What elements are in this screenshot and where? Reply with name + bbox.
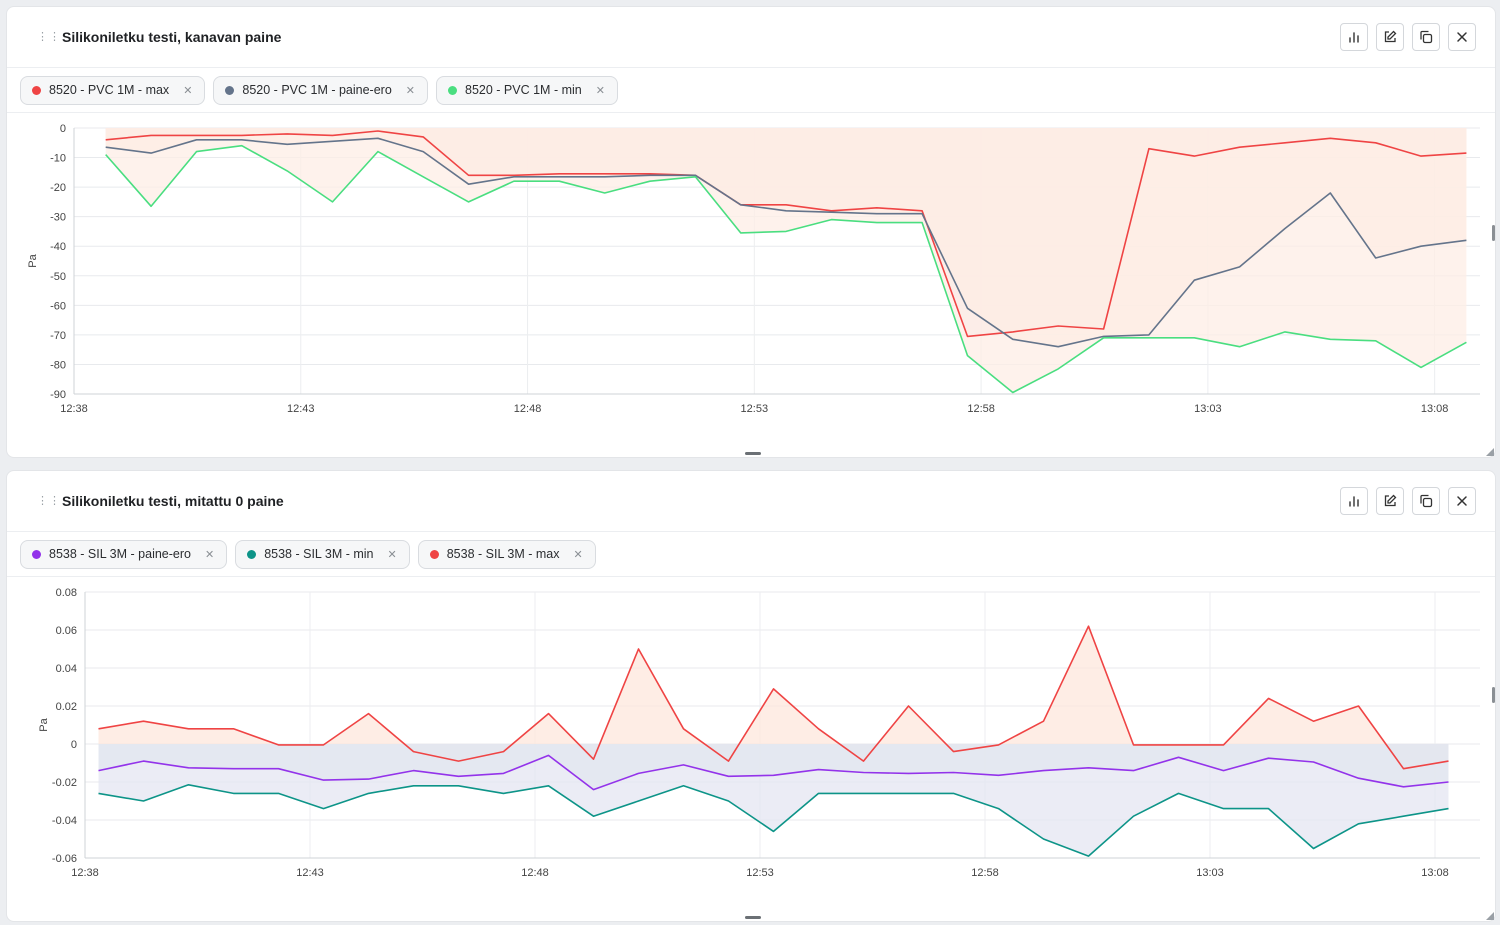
y-tick-label: -0.02	[52, 777, 77, 789]
x-tick-label: 12:48	[521, 867, 549, 879]
legend-label: 8538 - SIL 3M - min	[264, 547, 374, 561]
x-tick-label: 12:38	[60, 403, 88, 415]
edit-icon	[1384, 494, 1397, 507]
y-tick-label: 0.04	[56, 663, 77, 675]
legend-label: 8520 - PVC 1M - paine-ero	[242, 83, 392, 97]
bar-chart-icon	[1349, 32, 1359, 43]
x-tick-label: 12:48	[514, 403, 542, 415]
edit-button[interactable]	[1376, 23, 1404, 51]
y-tick-label: -0.04	[52, 815, 77, 827]
resize-handle[interactable]	[745, 916, 761, 919]
resize-corner-icon[interactable]	[1486, 912, 1494, 920]
y-tick-label: 0.06	[56, 625, 77, 637]
duplicate-button[interactable]	[1412, 23, 1440, 51]
remove-series-icon[interactable]: ✕	[573, 548, 583, 561]
remove-series-icon[interactable]: ✕	[204, 548, 215, 561]
close-button[interactable]	[1448, 23, 1476, 51]
panel-header: ⋮⋮ Silikoniletku testi, kanavan paine	[7, 7, 1495, 68]
panel-title: Silikoniletku testi, mitattu 0 paine	[62, 493, 284, 509]
series-area	[98, 744, 1449, 857]
x-tick-label: 12:58	[967, 403, 995, 415]
legend-chip[interactable]: 8538 - SIL 3M - min ✕	[235, 539, 410, 569]
y-tick-label: -80	[50, 359, 66, 371]
x-tick-label: 12:53	[746, 867, 774, 879]
y-tick-label: 0.02	[56, 701, 77, 713]
y-tick-label: -20	[50, 182, 66, 194]
legend-bar: 8538 - SIL 3M - paine-ero ✕ 8538 - SIL 3…	[7, 532, 1495, 577]
legend-label: 8520 - PVC 1M - max	[49, 83, 170, 97]
y-tick-label: -0.06	[52, 853, 77, 865]
bar-chart-icon	[1349, 496, 1359, 507]
legend-chip[interactable]: 8538 - SIL 3M - max ✕	[417, 539, 596, 569]
y-axis-label: Pa	[38, 717, 50, 731]
x-tick-label: 12:53	[741, 403, 769, 415]
series-color-dot	[429, 549, 439, 559]
close-icon	[1457, 32, 1467, 42]
y-tick-label: -50	[50, 271, 66, 283]
x-tick-label: 13:08	[1421, 867, 1449, 879]
legend-chip[interactable]: 8520 - PVC 1M - paine-ero ✕	[213, 75, 429, 105]
duplicate-button[interactable]	[1412, 487, 1440, 515]
resize-corner-icon[interactable]	[1486, 448, 1494, 456]
y-tick-label: -70	[50, 330, 66, 342]
panel-title: Silikoniletku testi, kanavan paine	[62, 29, 282, 45]
remove-series-icon[interactable]: ✕	[595, 84, 605, 97]
copy-icon	[1420, 494, 1433, 508]
legend-chip[interactable]: 8520 - PVC 1M - min ✕	[436, 75, 618, 105]
y-tick-label: 0	[60, 123, 66, 135]
y-axis-label: Pa	[27, 253, 39, 267]
legend-label: 8538 - SIL 3M - paine-ero	[49, 547, 191, 561]
close-icon	[1457, 496, 1467, 506]
copy-icon	[1420, 30, 1433, 44]
y-tick-label: -40	[50, 241, 66, 253]
y-tick-label: -30	[50, 212, 66, 224]
y-tick-label: 0	[71, 739, 77, 751]
chart-area: 0 -10 -20 -30 -40 -50 -60 -70 -80 -90 12:38 12:43 12…	[7, 113, 1495, 453]
series-color-dot	[448, 85, 458, 95]
pressure-chart[interactable]: 0 -10 -20 -30 -40 -50 -60 -70 -80 -90 12:38 12:43 12…	[7, 113, 1495, 453]
y-tick-label: -60	[50, 300, 66, 312]
chart-panel-channel-pressure: ⋮⋮ Silikoniletku testi, kanavan paine 85…	[6, 6, 1496, 458]
y-tick-label: -90	[50, 389, 66, 401]
legend-chip[interactable]: 8520 - PVC 1M - max ✕	[20, 75, 206, 105]
panel-header: ⋮⋮ Silikoniletku testi, mitattu 0 paine	[7, 471, 1495, 532]
y-tick-label: 0.08	[56, 587, 77, 599]
edit-button[interactable]	[1376, 487, 1404, 515]
remove-series-icon[interactable]: ✕	[405, 84, 416, 97]
series-color-dot	[225, 85, 235, 95]
panel-actions	[1340, 487, 1476, 515]
series-color-dot	[32, 549, 41, 559]
legend-bar: 8520 - PVC 1M - max ✕ 8520 - PVC 1M - pa…	[7, 68, 1495, 113]
series-area	[98, 626, 1449, 769]
legend-label: 8520 - PVC 1M - min	[465, 83, 582, 97]
x-tick-label: 12:43	[296, 867, 324, 879]
panel-actions	[1340, 23, 1476, 51]
x-tick-label: 13:08	[1421, 403, 1449, 415]
chart-type-button[interactable]	[1340, 487, 1368, 515]
scrollbar-thumb[interactable]	[1492, 225, 1495, 241]
chart-panel-zero-pressure: ⋮⋮ Silikoniletku testi, mitattu 0 paine …	[6, 470, 1496, 922]
series-color-dot	[32, 85, 41, 95]
x-tick-label: 12:58	[971, 867, 999, 879]
scrollbar-thumb[interactable]	[1492, 687, 1495, 703]
series-color-dot	[247, 549, 257, 559]
zero-pressure-chart[interactable]: 0.08 0.06 0.04 0.02 0 -0.02 -0.04 -0.06 12:38 12:…	[7, 577, 1495, 917]
close-button[interactable]	[1448, 487, 1476, 515]
y-tick-label: -10	[50, 153, 66, 165]
drag-handle-icon[interactable]: ⋮⋮	[37, 31, 61, 43]
series-area	[105, 128, 1467, 393]
chart-type-button[interactable]	[1340, 23, 1368, 51]
legend-chip[interactable]: 8538 - SIL 3M - paine-ero ✕	[20, 539, 228, 569]
x-tick-label: 12:43	[287, 403, 315, 415]
x-tick-label: 13:03	[1194, 403, 1222, 415]
resize-handle[interactable]	[745, 452, 761, 455]
remove-series-icon[interactable]: ✕	[183, 84, 193, 97]
legend-label: 8538 - SIL 3M - max	[446, 547, 560, 561]
x-tick-label: 12:38	[71, 867, 99, 879]
edit-icon	[1384, 30, 1397, 43]
remove-series-icon[interactable]: ✕	[387, 548, 397, 561]
drag-handle-icon[interactable]: ⋮⋮	[37, 495, 61, 507]
chart-area: 0.08 0.06 0.04 0.02 0 -0.02 -0.04 -0.06 12:38 12:…	[7, 577, 1495, 917]
x-tick-label: 13:03	[1196, 867, 1224, 879]
